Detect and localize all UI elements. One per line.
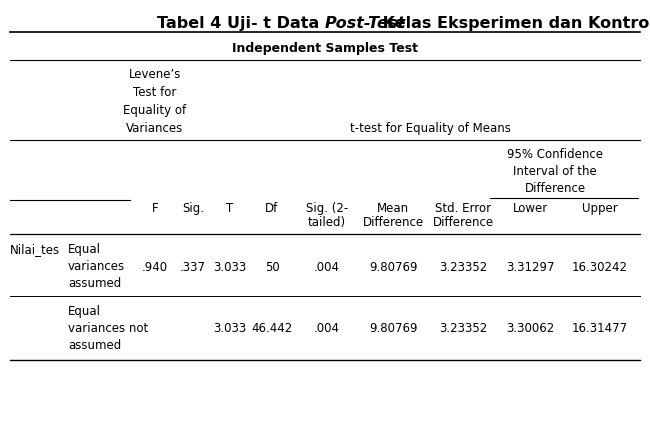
Text: Tabel 4 Uji- t Data: Tabel 4 Uji- t Data	[157, 16, 325, 31]
Text: Difference: Difference	[525, 182, 586, 195]
Text: 95% Confidence: 95% Confidence	[507, 148, 603, 161]
Text: Sig.: Sig.	[182, 202, 204, 215]
Text: 3.31297: 3.31297	[506, 261, 554, 274]
Text: 3.23352: 3.23352	[439, 322, 487, 335]
Text: Variances: Variances	[126, 122, 183, 135]
Text: Equal: Equal	[68, 243, 101, 256]
Text: 3.30062: 3.30062	[506, 322, 554, 335]
Text: Lower: Lower	[512, 202, 547, 215]
Text: Df: Df	[265, 202, 279, 215]
Text: .004: .004	[314, 322, 340, 335]
Text: Nilai_tes: Nilai_tes	[10, 243, 60, 256]
Text: 46.442: 46.442	[252, 322, 292, 335]
Text: tailed): tailed)	[308, 216, 346, 229]
Text: Independent Samples Test: Independent Samples Test	[232, 42, 418, 55]
Text: Levene’s: Levene’s	[129, 68, 181, 81]
Text: variances not: variances not	[68, 322, 148, 335]
Text: Mean: Mean	[377, 202, 409, 215]
Text: assumed: assumed	[68, 339, 122, 352]
Text: variances: variances	[68, 260, 125, 273]
Text: 16.31477: 16.31477	[572, 322, 628, 335]
Text: Std. Error: Std. Error	[435, 202, 491, 215]
Text: Equality of: Equality of	[124, 104, 187, 117]
Text: F: F	[151, 202, 159, 215]
Text: Test for: Test for	[133, 86, 177, 99]
Text: .004: .004	[314, 261, 340, 274]
Text: Upper: Upper	[582, 202, 618, 215]
Text: Sig. (2-: Sig. (2-	[306, 202, 348, 215]
Text: assumed: assumed	[68, 277, 122, 290]
Text: Kelas Eksperimen dan Kontrol: Kelas Eksperimen dan Kontrol	[377, 16, 650, 31]
Text: 16.30242: 16.30242	[572, 261, 628, 274]
Text: 3.033: 3.033	[213, 261, 246, 274]
Text: T: T	[226, 202, 233, 215]
Text: 50: 50	[265, 261, 279, 274]
Text: Difference: Difference	[432, 216, 493, 229]
Text: .940: .940	[142, 261, 168, 274]
Text: 3.23352: 3.23352	[439, 261, 487, 274]
Text: Post-Test: Post-Test	[325, 16, 406, 31]
Text: 9.80769: 9.80769	[369, 322, 417, 335]
Text: 3.033: 3.033	[213, 322, 246, 335]
Text: t-test for Equality of Means: t-test for Equality of Means	[350, 122, 510, 135]
Text: Interval of the: Interval of the	[513, 165, 597, 178]
Text: Difference: Difference	[363, 216, 424, 229]
Text: Equal: Equal	[68, 305, 101, 318]
Text: 9.80769: 9.80769	[369, 261, 417, 274]
Text: .337: .337	[180, 261, 206, 274]
